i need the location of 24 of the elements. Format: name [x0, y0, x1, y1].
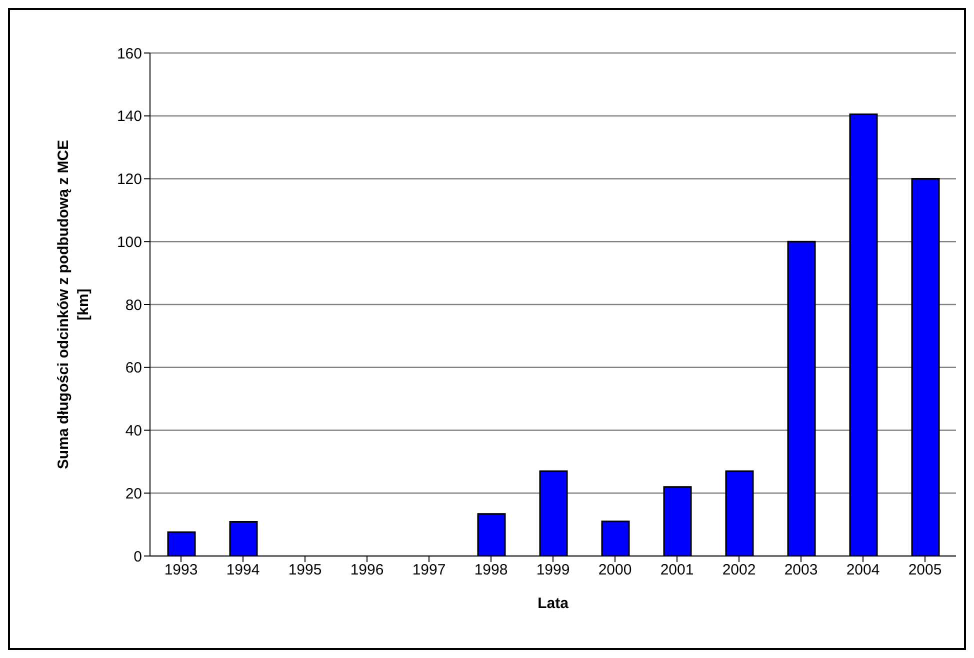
x-tick-label: 2004: [846, 562, 880, 579]
x-tick-label: 1996: [350, 562, 384, 579]
y-tick-label: 140: [116, 108, 142, 126]
x-tick-label: 2003: [784, 562, 818, 579]
x-tick-label: 2002: [722, 562, 756, 579]
x-tick-label: 2000: [598, 562, 632, 579]
y-tick-label: 0: [134, 548, 142, 566]
x-tick-label: 2001: [660, 562, 694, 579]
y-axis-title: Suma długości odcinków z podbudową z MCE [km]: [55, 140, 92, 470]
y-tick-label: 120: [116, 171, 142, 188]
y-tick-label: 60: [125, 360, 142, 377]
x-tick-label: 2005: [908, 562, 942, 579]
y-tick-label: 40: [125, 422, 142, 440]
y-tick-label: 160: [116, 45, 142, 62]
x-axis-title: Lata: [538, 595, 570, 612]
x-tick-label: 1994: [226, 562, 260, 579]
x-tick-label: 1997: [412, 562, 446, 579]
x-tick-label: 1993: [164, 562, 198, 579]
x-tick-label: 1995: [288, 562, 322, 579]
x-tick-label: 1998: [474, 562, 508, 579]
x-tick-label: 1999: [536, 562, 570, 579]
y-tick-label: 80: [125, 296, 142, 314]
y-tick-label: 20: [125, 485, 142, 502]
y-tick-label: 100: [116, 234, 142, 251]
